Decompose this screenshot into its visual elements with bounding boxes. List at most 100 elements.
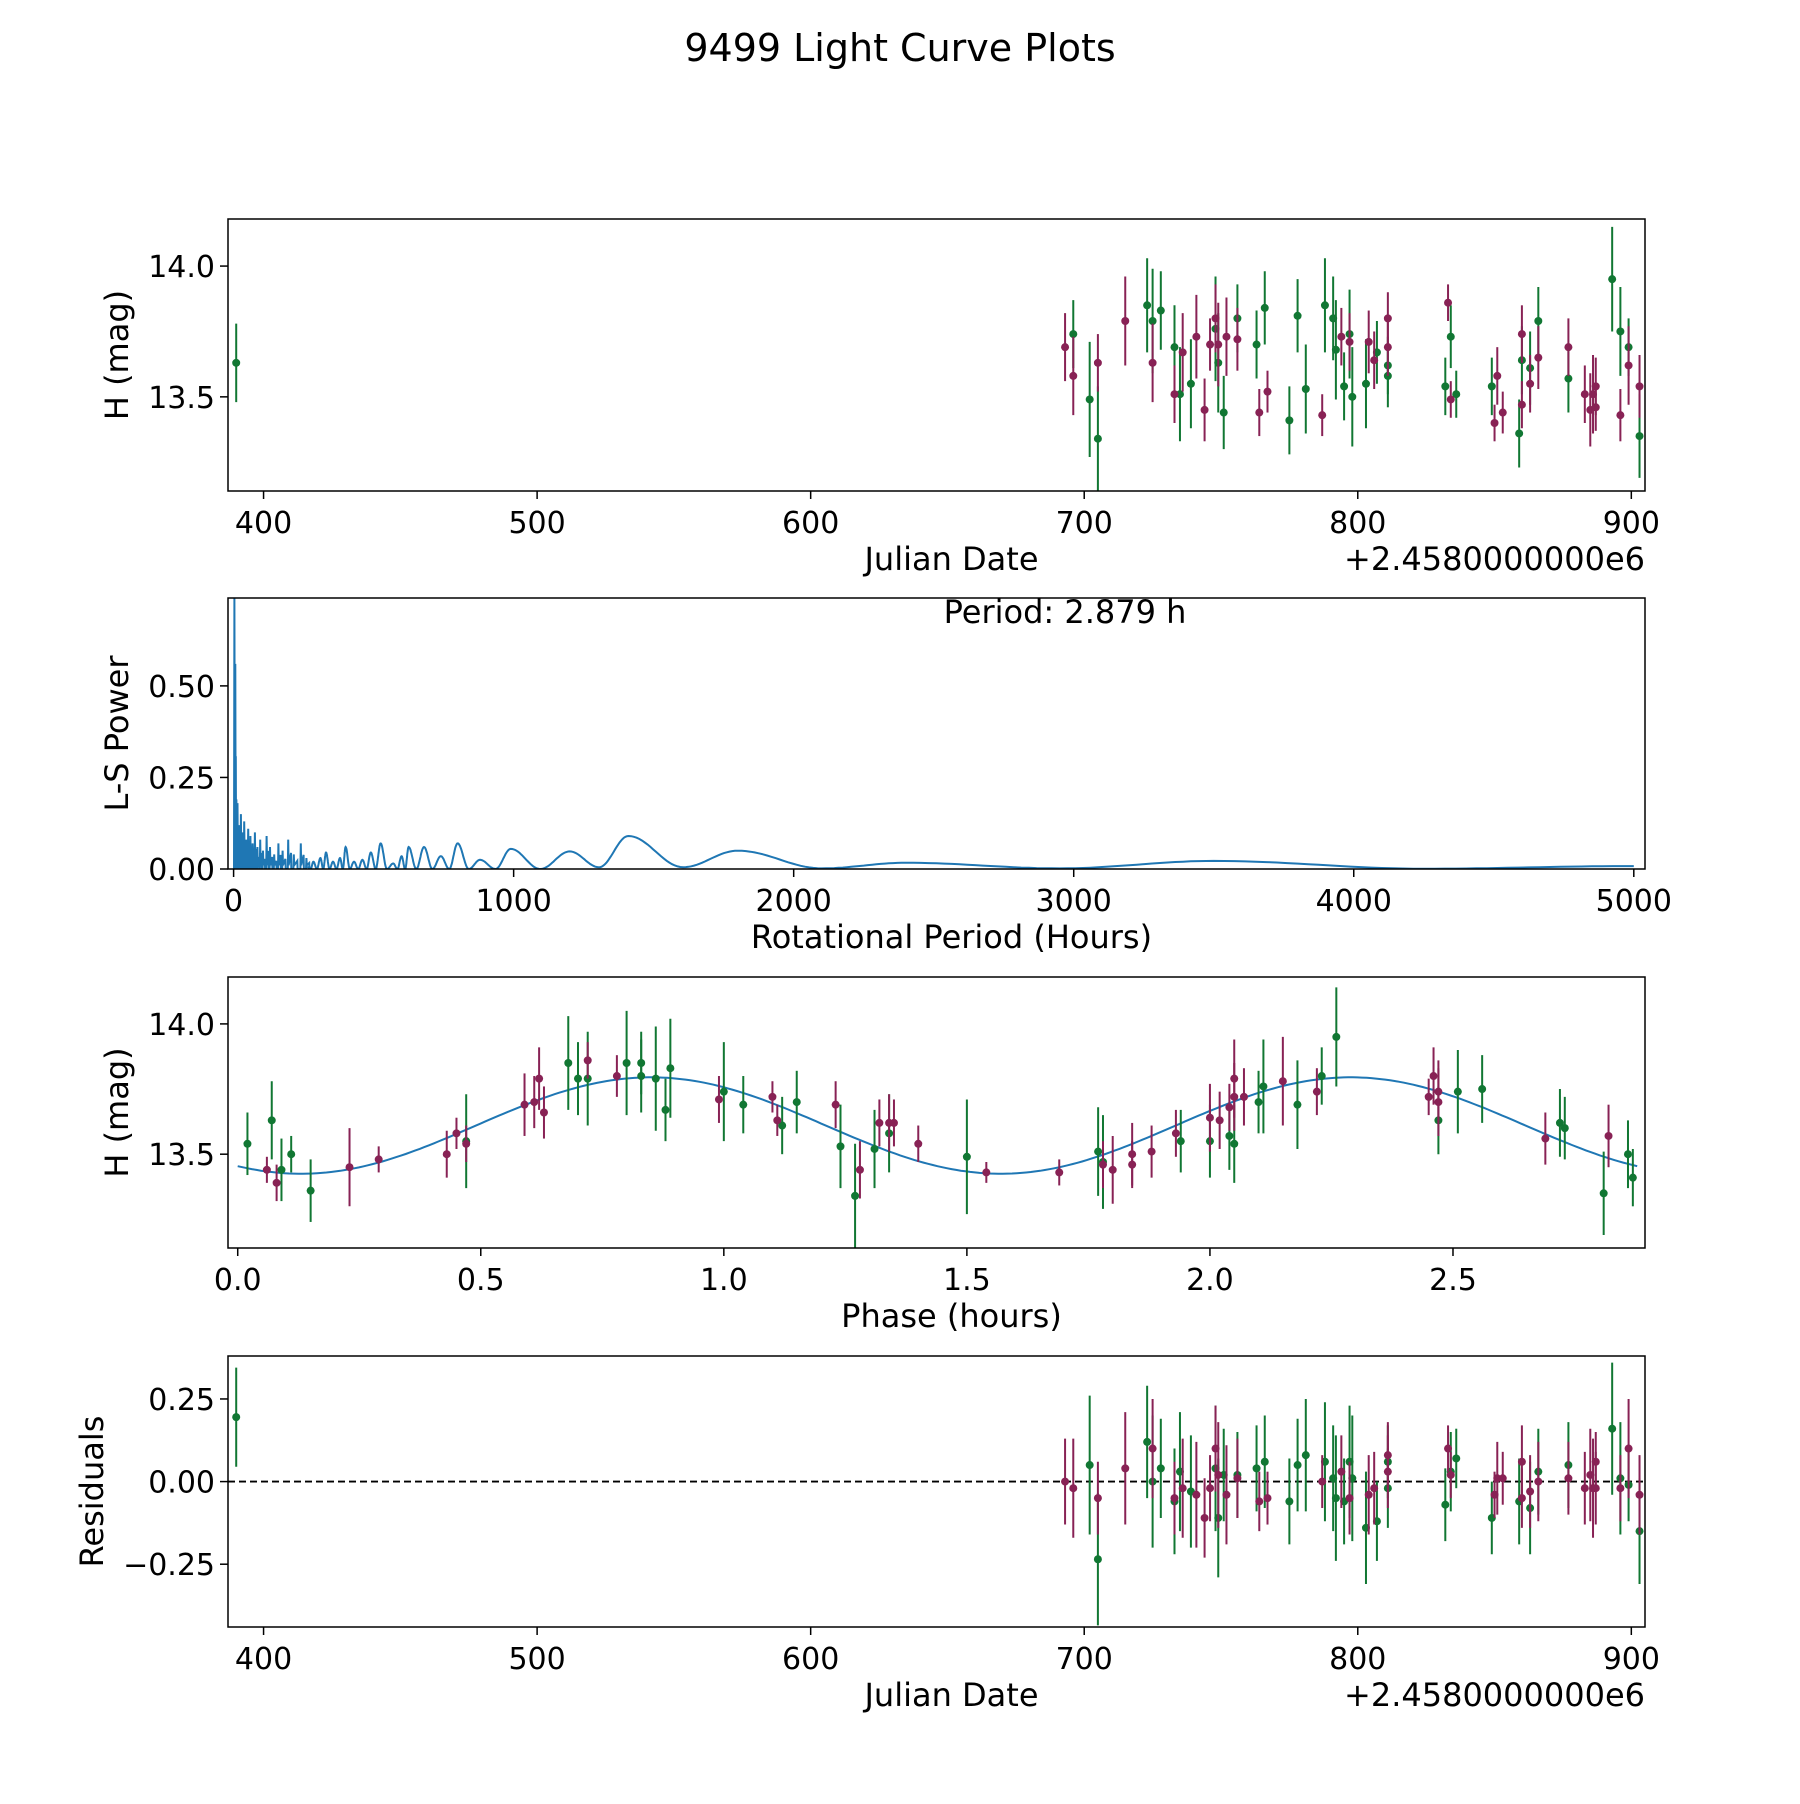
data-point: [1293, 311, 1302, 320]
data-point: [272, 1178, 281, 1187]
data-point: [539, 1108, 548, 1117]
period-annotation: Period: 2.879 h: [944, 593, 1187, 631]
x-axis-label: Rotational Period (Hours): [751, 918, 1152, 956]
data-point: [1233, 335, 1242, 344]
data-point: [1345, 1494, 1354, 1503]
data-point: [1293, 1100, 1302, 1109]
x-tick-label: 2000: [756, 884, 832, 919]
data-point: [1534, 1477, 1543, 1486]
x-tick-label: 700: [1056, 506, 1113, 541]
x-tick-label: 800: [1329, 506, 1386, 541]
data-point: [1616, 327, 1625, 336]
data-point: [1616, 1484, 1625, 1493]
data-point: [855, 1165, 864, 1174]
data-point: [1128, 1160, 1137, 1169]
data-point: [1206, 340, 1215, 349]
data-point: [1446, 332, 1455, 341]
data-point: [1331, 345, 1340, 354]
data-point: [1263, 387, 1272, 396]
data-point: [1541, 1134, 1550, 1143]
axes-frame: [227, 218, 1646, 492]
data-point: [1170, 343, 1179, 352]
x-tick-label: 2.5: [1429, 1263, 1477, 1298]
data-point: [1364, 337, 1373, 346]
data-point: [1301, 1451, 1310, 1460]
data-point: [1444, 298, 1453, 307]
data-point: [1156, 306, 1165, 315]
x-tick-label: 4000: [1316, 884, 1392, 919]
data-point: [1337, 332, 1346, 341]
plot-area: [233, 598, 1634, 869]
data-point: [1616, 411, 1625, 420]
data-point: [1441, 1500, 1450, 1509]
data-point: [1230, 1074, 1239, 1083]
data-point: [1148, 358, 1157, 367]
data-point: [1364, 1490, 1373, 1499]
data-point: [1143, 301, 1152, 310]
data-point: [1318, 411, 1327, 420]
data-point: [719, 1087, 728, 1096]
data-point: [1260, 1457, 1269, 1466]
data-point: [1171, 1129, 1180, 1138]
data-point: [778, 1121, 787, 1130]
data-point: [1383, 1467, 1392, 1476]
data-point: [1580, 390, 1589, 399]
y-axis-label: L-S Power: [98, 655, 136, 812]
data-point: [875, 1118, 884, 1127]
data-point: [1293, 1461, 1302, 1470]
data-point: [520, 1100, 529, 1109]
data-point: [1429, 1072, 1438, 1081]
data-point: [452, 1129, 461, 1138]
data-point: [1255, 408, 1264, 417]
data-point: [1061, 343, 1070, 352]
data-point: [1260, 303, 1269, 312]
data-point: [1452, 390, 1461, 399]
data-point: [1478, 1085, 1487, 1094]
data-point: [1446, 395, 1455, 404]
data-point: [1254, 1098, 1263, 1107]
data-point: [637, 1058, 646, 1067]
data-point: [583, 1056, 592, 1065]
y-tick-label: 14.0: [148, 1008, 215, 1043]
x-tick-label: 0.0: [214, 1263, 262, 1298]
data-point: [1214, 1470, 1223, 1479]
data-point: [232, 358, 241, 367]
data-point: [851, 1191, 860, 1200]
x-tick-label: 600: [782, 506, 839, 541]
data-point: [831, 1100, 840, 1109]
data-point: [345, 1163, 354, 1172]
data-point: [1564, 1474, 1573, 1483]
data-point: [1337, 1467, 1346, 1476]
x-tick-label: 800: [1329, 1642, 1386, 1677]
data-point: [870, 1144, 879, 1153]
data-point: [1176, 1137, 1185, 1146]
data-point: [1444, 1444, 1453, 1453]
data-point: [1555, 1118, 1564, 1127]
y-tick-label: 0.00: [148, 1466, 215, 1501]
data-point: [1170, 1494, 1179, 1503]
data-point: [1061, 1477, 1070, 1486]
data-point: [1143, 1437, 1152, 1446]
data-point: [622, 1058, 631, 1067]
data-point: [243, 1139, 252, 1148]
data-point: [1148, 317, 1157, 325]
data-point: [1564, 343, 1573, 352]
periodogram-line: [233, 598, 1634, 869]
data-point: [1345, 337, 1354, 346]
data-point: [1252, 1464, 1261, 1473]
y-tick-label: −0.25: [123, 1548, 215, 1583]
data-point: [1170, 390, 1179, 399]
data-point: [982, 1168, 991, 1177]
data-point: [1206, 1484, 1215, 1493]
x-tick-label: 400: [235, 1642, 292, 1677]
y-tick-label: 0.25: [148, 761, 215, 796]
data-point: [651, 1074, 660, 1083]
data-point: [1340, 382, 1349, 391]
data-point: [530, 1098, 539, 1107]
data-point: [1093, 434, 1102, 443]
x-offset-text: +2.4580000000e6: [1344, 540, 1645, 578]
data-point: [1093, 1555, 1102, 1564]
y-tick-label: 13.5: [148, 1138, 215, 1173]
data-point: [962, 1152, 971, 1161]
